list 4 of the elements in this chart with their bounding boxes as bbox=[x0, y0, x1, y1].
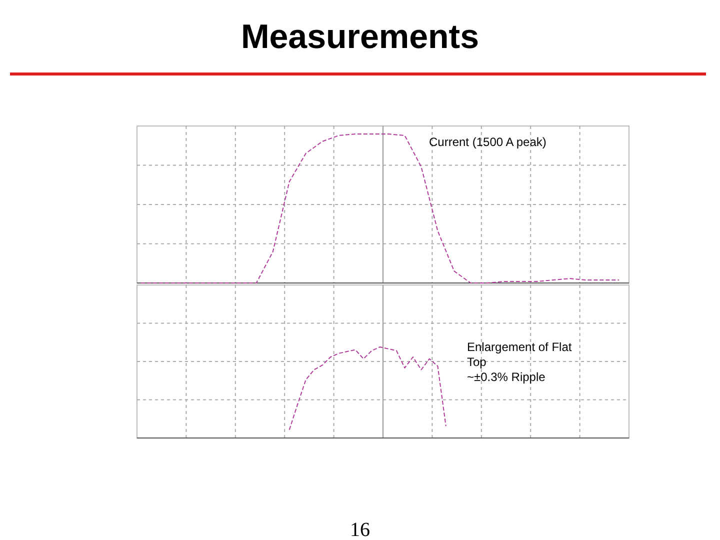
chart-title: Measurements bbox=[240, 18, 480, 56]
annotation: Enlargement of Flat Top ~±0.3% Ripple bbox=[467, 340, 572, 384]
annotation: Current (1500 A peak) bbox=[429, 135, 546, 149]
text: 16 bbox=[350, 519, 370, 540]
